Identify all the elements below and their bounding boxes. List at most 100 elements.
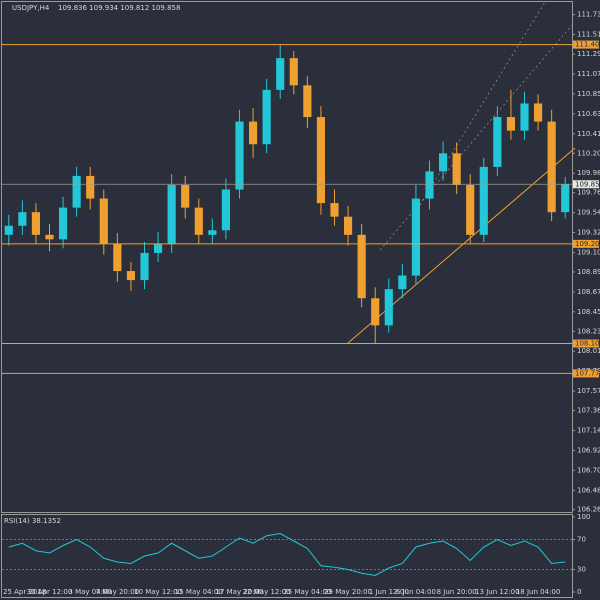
candle-body bbox=[520, 103, 529, 131]
y-tick-label: 100 bbox=[577, 513, 590, 521]
x-tick-label: 25 Apr 2018 bbox=[3, 588, 46, 596]
y-tick-label: 70 bbox=[577, 536, 586, 544]
rsi-line bbox=[8, 532, 566, 577]
y-tick-label: 110.415 bbox=[577, 130, 600, 138]
candle-body bbox=[276, 58, 285, 90]
candle-body bbox=[18, 212, 27, 226]
candle-body bbox=[289, 58, 298, 86]
y-tick-label: 109.545 bbox=[577, 209, 600, 217]
y-tick-label: 110.200 bbox=[577, 149, 600, 157]
candle-body bbox=[208, 230, 217, 235]
x-tick-label: 18 Jun 04:00 bbox=[516, 588, 560, 596]
candle-body bbox=[249, 121, 258, 145]
x-tick-label: 22 May 12:00 bbox=[243, 588, 291, 596]
y-tick-label: 106.700 bbox=[577, 466, 600, 474]
candle-body bbox=[384, 289, 393, 326]
level-tag bbox=[573, 239, 599, 248]
candle-body bbox=[221, 189, 230, 231]
y-tick-label: 109.325 bbox=[577, 229, 600, 237]
x-tick-label: 6 Jun 04:00 bbox=[396, 588, 436, 596]
x-tick-label: 1 Jun 12:00 bbox=[369, 588, 409, 596]
candle-body bbox=[506, 117, 515, 131]
rsi-frame bbox=[1, 514, 573, 598]
y-tick-label: 110.635 bbox=[577, 110, 600, 118]
candle-body bbox=[452, 153, 461, 185]
candle-body bbox=[140, 252, 149, 281]
x-tick-label: 13 Jun 12:00 bbox=[475, 588, 519, 596]
y-tick-label: 108.015 bbox=[577, 347, 600, 355]
y-tick-label: 111.295 bbox=[577, 50, 600, 58]
candle-body bbox=[411, 198, 420, 276]
y-tick-label: 111.510 bbox=[577, 31, 600, 39]
y-tick-label: 109.980 bbox=[577, 169, 600, 177]
symbol-label: USDJPY,H4 bbox=[12, 4, 50, 12]
price-label: 109.858 bbox=[575, 180, 600, 188]
candle-body bbox=[344, 216, 353, 235]
y-tick-label: 106.265 bbox=[577, 506, 600, 514]
level-label: 108.100 bbox=[575, 340, 600, 348]
level-tag bbox=[573, 339, 599, 348]
y-tick-label: 110.855 bbox=[577, 90, 600, 98]
y-tick-label: 108.450 bbox=[577, 308, 600, 316]
x-tick-label: 15 May 04:00 bbox=[175, 588, 223, 596]
candle-body bbox=[194, 207, 203, 235]
y-tick-label: 109.105 bbox=[577, 248, 600, 256]
candle-body bbox=[561, 184, 570, 213]
y-tick-label: 30 bbox=[577, 566, 586, 574]
channel-line bbox=[379, 24, 573, 251]
y-tick-label: 108.235 bbox=[577, 327, 600, 335]
y-tick-label: 109.765 bbox=[577, 189, 600, 197]
level-label: 111.400 bbox=[575, 41, 600, 49]
y-tick-label: 107.575 bbox=[577, 387, 600, 395]
candle-body bbox=[262, 89, 271, 145]
candle-body bbox=[357, 234, 366, 299]
y-tick-label: 0 bbox=[577, 588, 581, 596]
level-label: 107.770 bbox=[575, 369, 600, 377]
candle-body bbox=[72, 175, 81, 208]
candle-body bbox=[493, 117, 502, 167]
x-tick-label: 17 May 20:00 bbox=[215, 588, 263, 596]
y-tick-label: 108.670 bbox=[577, 288, 600, 296]
x-tick-label: 29 May 20:00 bbox=[324, 588, 372, 596]
x-tick-label: 25 May 04:00 bbox=[283, 588, 331, 596]
candle-body bbox=[59, 207, 68, 240]
candle-body bbox=[235, 121, 244, 190]
x-tick-label: 8 Jun 20:00 bbox=[437, 588, 477, 596]
candle-body bbox=[439, 153, 448, 172]
x-tick-label: 7 May 20:00 bbox=[96, 588, 140, 596]
rsi-label: RSI(14) 38.1352 bbox=[4, 517, 61, 525]
x-tick-label: 3 May 04:00 bbox=[68, 588, 112, 596]
candle-body bbox=[45, 234, 54, 240]
candle-body bbox=[466, 184, 475, 235]
y-tick-label: 111.730 bbox=[577, 11, 600, 19]
candle-body bbox=[113, 243, 122, 272]
x-tick-label: 30 Apr 12:00 bbox=[27, 588, 73, 596]
candle-body bbox=[154, 243, 163, 253]
x-tick-label: 10 May 12:00 bbox=[134, 588, 182, 596]
ohlc-label: 109.836 109.934 109.812 109.858 bbox=[58, 4, 180, 12]
y-tick-label: 106.480 bbox=[577, 486, 600, 494]
y-tick-label: 107.360 bbox=[577, 407, 600, 415]
y-tick-label: 107.140 bbox=[577, 426, 600, 434]
candle-body bbox=[167, 184, 176, 244]
y-tick-label: 108.890 bbox=[577, 268, 600, 276]
y-tick-label: 111.075 bbox=[577, 70, 600, 78]
candle-body bbox=[4, 225, 13, 235]
candle-body bbox=[330, 203, 339, 217]
candle-body bbox=[398, 275, 407, 290]
level-tag bbox=[573, 40, 599, 49]
candle-body bbox=[31, 212, 40, 235]
candle-body bbox=[181, 184, 190, 208]
price-tag bbox=[573, 180, 599, 189]
candle-body bbox=[425, 171, 434, 199]
candle-body bbox=[303, 85, 312, 118]
candle-body bbox=[99, 198, 108, 244]
candle-body bbox=[479, 166, 488, 235]
level-tag bbox=[573, 369, 599, 378]
main-frame bbox=[1, 1, 573, 513]
candle-body bbox=[547, 121, 556, 213]
y-tick-label: 106.920 bbox=[577, 446, 600, 454]
level-label: 109.200 bbox=[575, 240, 600, 248]
